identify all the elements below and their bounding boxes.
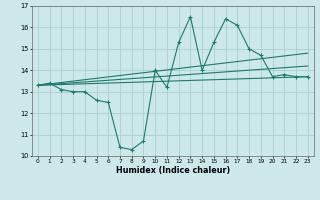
X-axis label: Humidex (Indice chaleur): Humidex (Indice chaleur) bbox=[116, 166, 230, 175]
